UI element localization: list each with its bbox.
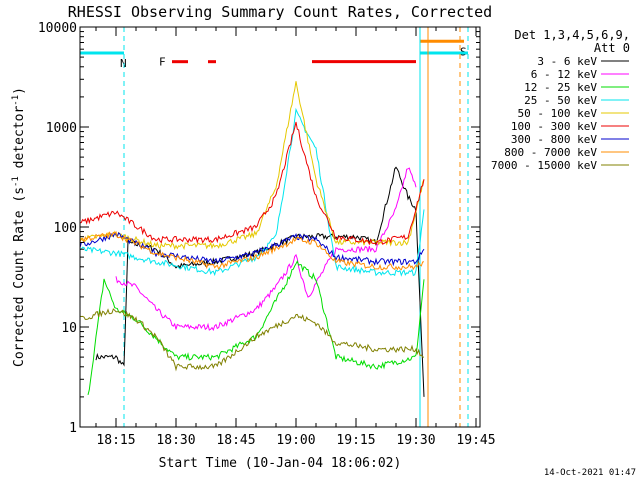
flag-label: N xyxy=(120,57,127,70)
y-tick-label: 10 xyxy=(61,321,77,336)
series-line xyxy=(79,232,425,267)
legend-label: 25 - 50 keV xyxy=(524,94,597,107)
series-line xyxy=(79,230,425,271)
data-flags: NSF xyxy=(80,39,468,70)
y-label-part-2: detector xyxy=(12,106,27,177)
series-lines xyxy=(79,81,425,397)
y-tick-label: 100 xyxy=(54,221,77,236)
y-axis: 1 10 100 1000 10000 xyxy=(38,21,480,436)
series-line xyxy=(79,121,425,246)
x-tick-label: 18:15 xyxy=(96,433,135,448)
x-axis: 18:15 18:30 18:45 19:00 19:15 19:30 19:45 xyxy=(95,27,496,448)
y-tick-label: 1 xyxy=(69,421,77,436)
chart-title: RHESSI Observing Summary Count Rates, Co… xyxy=(68,3,492,21)
x-tick-label: 19:45 xyxy=(456,433,495,448)
legend-label: 50 - 100 keV xyxy=(518,107,598,120)
series-line xyxy=(87,260,425,396)
x-tick-label: 19:30 xyxy=(396,433,435,448)
legend-label: 6 - 12 keV xyxy=(531,68,598,81)
legend-header-1: Det 1,3,4,5,6,9, xyxy=(514,28,630,42)
legend-label: 300 - 800 keV xyxy=(511,133,597,146)
y-tick-label: 10000 xyxy=(38,21,77,36)
x-tick-label: 19:00 xyxy=(276,433,315,448)
series-line xyxy=(115,167,417,332)
legend-label: 12 - 25 keV xyxy=(524,81,597,94)
attenuator-lines xyxy=(123,27,469,427)
y-label-sup-1: -1 xyxy=(11,176,21,187)
y-axis-label: Corrected Count Rate (s-1 detector-1) xyxy=(11,87,27,367)
x-tick-label: 19:15 xyxy=(336,433,375,448)
footer-date: 14-Oct-2021 01:47 xyxy=(544,468,636,478)
x-tick-label: 18:30 xyxy=(156,433,195,448)
legend-label: 7000 - 15000 keV xyxy=(491,159,597,172)
y-label-part-1: Corrected Count Rate (s xyxy=(12,187,27,367)
legend-label: 3 - 6 keV xyxy=(537,55,597,68)
x-axis-label: Start Time (10-Jan-04 18:06:02) xyxy=(159,456,402,471)
series-line xyxy=(79,308,425,372)
legend-label: 800 - 7000 keV xyxy=(504,146,597,159)
x-tick-label: 18:45 xyxy=(216,433,255,448)
series-line xyxy=(79,81,425,251)
series-line xyxy=(79,107,425,277)
y-label-part-3: ) xyxy=(12,87,27,95)
series-line xyxy=(95,166,425,397)
flare-flag-label: F xyxy=(159,56,166,69)
y-label-sup-2: -1 xyxy=(11,95,21,106)
legend-label: 100 - 300 keV xyxy=(511,120,597,133)
legend-header-2: Att 0 xyxy=(594,41,630,55)
y-tick-label: 1000 xyxy=(46,121,77,136)
